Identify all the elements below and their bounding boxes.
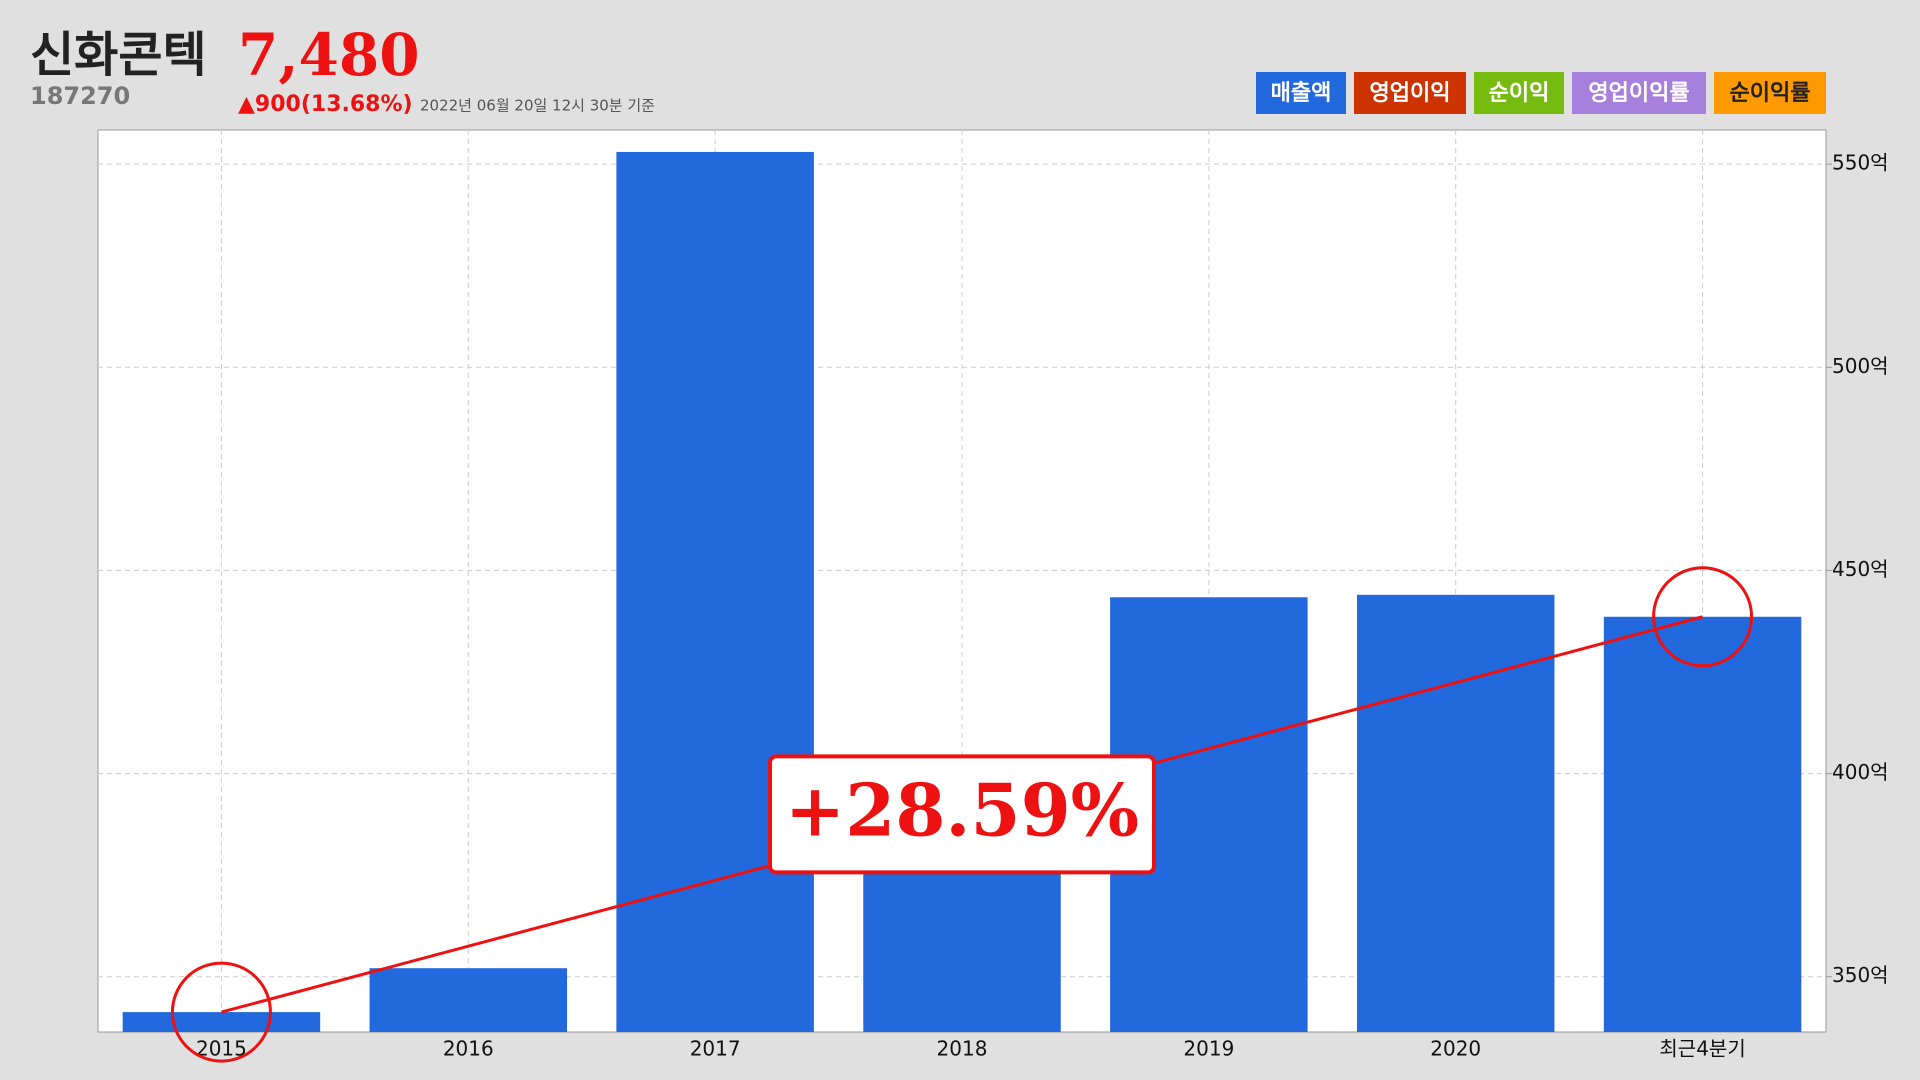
annotation-box — [768, 754, 1156, 875]
stock-name: 신화콘텍 — [30, 27, 207, 83]
x-tick-label: 2019 — [1183, 1037, 1234, 1061]
legend-toggle[interactable] — [1354, 72, 1466, 114]
y-tick-label: 500억 — [1832, 354, 1889, 378]
stock-price: 7,480 — [238, 21, 420, 89]
annotation-text: +28.59% — [785, 767, 1139, 852]
highlight-circle — [170, 961, 272, 1063]
y-tick-label: 350억 — [1832, 963, 1889, 987]
x-tick-label: 2015 — [196, 1037, 247, 1061]
highlight-circle — [1652, 566, 1754, 668]
legend-toggle[interactable] — [1474, 72, 1564, 114]
x-tick-label: 2018 — [937, 1037, 988, 1061]
x-tick-label: 최근4분기 — [1659, 1037, 1745, 1061]
x-tick-label: 2016 — [443, 1037, 494, 1061]
legend-label[interactable]: 영업이익률 — [1588, 81, 1689, 106]
price-change: ▲900(13.68%) — [238, 92, 413, 117]
y-tick-label: 450억 — [1832, 557, 1889, 581]
legend-toggle[interactable] — [1256, 72, 1346, 114]
legend-toggle[interactable] — [1714, 72, 1826, 114]
bar — [122, 1012, 321, 1032]
legend-label[interactable]: 매출액 — [1271, 81, 1332, 106]
y-tick-label: 550억 — [1832, 151, 1889, 175]
x-tick-label: 2020 — [1430, 1037, 1481, 1061]
legend-label[interactable]: 순이익률 — [1730, 81, 1811, 106]
bar — [616, 151, 814, 1032]
legend-label[interactable]: 순이익 — [1489, 81, 1550, 106]
stock-code: 187270 — [30, 82, 130, 110]
y-tick-label: 400억 — [1832, 760, 1889, 784]
timestamp: 2022년 06월 20일 12시 30분 기준 — [420, 97, 655, 115]
legend-toggle[interactable] — [1572, 72, 1706, 114]
bar — [1603, 616, 1802, 1032]
bar — [369, 968, 568, 1032]
legend-label[interactable]: 영업이익 — [1370, 81, 1451, 106]
bar — [1356, 594, 1555, 1032]
x-tick-label: 2017 — [690, 1037, 741, 1061]
